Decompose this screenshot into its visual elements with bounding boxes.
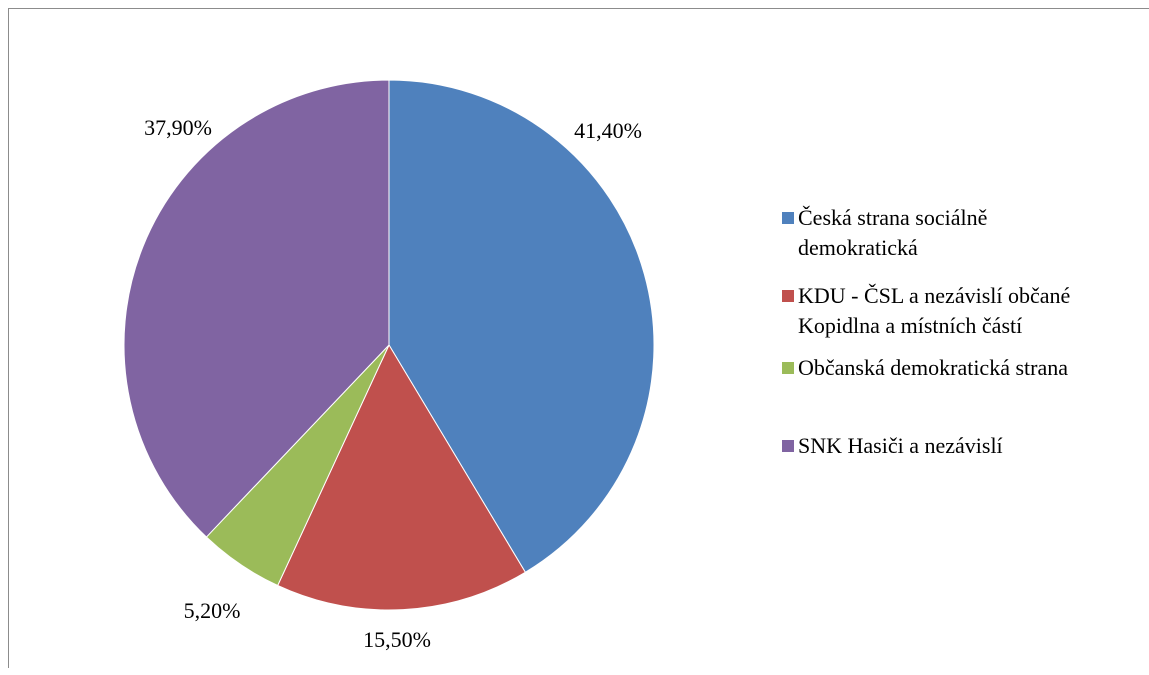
legend-swatch-snk — [782, 440, 794, 452]
pie-data-labels: 41,40% 15,50% 5,20% 37,90% — [144, 115, 642, 652]
pie-slices — [123, 79, 655, 611]
pie-slice-snk — [123, 79, 390, 538]
legend-item-kdu-csl: KDU - ČSL a nezávislí občané Kopidlna a … — [782, 281, 1138, 341]
legend-label-ods: Občanská demokratická strana — [798, 355, 1068, 380]
legend-label-cssd: Česká strana sociálně demokratická — [798, 203, 1138, 263]
legend-label-kdu-csl: KDU - ČSL a nezávislí občané Kopidlna a … — [798, 281, 1138, 341]
pie-slice-cssd — [388, 79, 655, 573]
legend-label-snk: SNK Hasiči a nezávislí — [798, 433, 1003, 458]
data-label-kdu-csl: 15,50% — [363, 627, 431, 652]
legend-swatch-ods — [782, 362, 794, 374]
pie-slice-kdu-csl — [277, 343, 527, 611]
legend-item-snk: SNK Hasiči a nezávislí — [782, 431, 1138, 461]
legend-label-cssd-line1: Česká strana sociálně — [798, 205, 988, 230]
legend-swatch-cssd — [782, 212, 794, 224]
chart-frame — [8, 8, 1149, 668]
legend-label-kdu-csl-line1: KDU - ČSL a nezávislí občané — [798, 283, 1071, 308]
legend-item-cssd: Česká strana sociálně demokratická — [782, 203, 1138, 263]
data-label-cssd: 41,40% — [574, 118, 642, 143]
legend-label-cssd-line2: demokratická — [798, 235, 918, 260]
legend-item-ods: Občanská demokratická strana — [782, 353, 1138, 383]
data-label-ods: 5,20% — [184, 598, 241, 623]
legend-label-kdu-csl-line2: Kopidlna a místních částí — [798, 313, 1023, 338]
data-label-snk: 37,90% — [144, 115, 212, 140]
legend-swatch-kdu-csl — [782, 290, 794, 302]
